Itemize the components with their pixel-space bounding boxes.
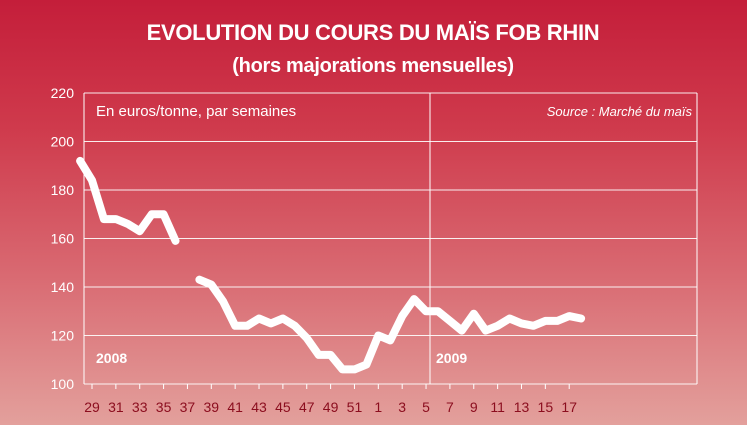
y-tick-label-220: 220 [51,85,75,101]
data-point-w9-s2 [472,312,476,316]
data-point-w1-s2 [376,334,380,337]
data-point-w31-s1 [114,217,118,221]
data-point-w41-s2 [233,324,237,328]
data-point-w16-s2 [555,319,559,323]
data-point-w51-s2 [353,367,356,371]
price-line-segment-2 [195,275,586,374]
data-point-w15-s2 [543,319,547,323]
data-point-w34-s1 [150,212,154,216]
x-axis: 29 31 33 35 37 39 41 43 45 47 49 51 1 3 5 7 9 11 13 15 17 [84,384,577,415]
y-axis: 100 120 140 160 180 200 220 [51,85,75,392]
y-tick-label-140: 140 [51,279,75,295]
x-tick-label-31: 31 [108,399,124,415]
x-tick-label-7: 7 [446,399,454,415]
y-tick-label-120: 120 [51,328,75,344]
data-point-w4-s2 [412,297,416,301]
data-point-w3-s2 [400,314,404,318]
source-label: Source : Marché du maïs [547,104,693,119]
y-tick-label-160: 160 [51,231,75,247]
data-point-w52-s2 [364,363,368,367]
x-tick-label-41: 41 [227,399,243,415]
unit-label: En euros/tonne, par semaines [96,103,296,120]
data-point-w5-s2 [424,309,428,313]
chart-title: EVOLUTION DU COURS DU MAÏS FOB RHIN [147,20,600,45]
x-tick-label-11: 11 [490,399,505,415]
data-point-w8-s2 [460,329,464,333]
price-line-segment-1 [76,156,180,245]
data-point-w6-s2 [436,309,440,313]
x-tick-label-43: 43 [251,399,267,415]
data-point-w28-s1 [78,159,82,163]
data-point-w45-s2 [281,317,285,320]
x-tick-label-47: 47 [299,399,315,415]
data-point-w35-s1 [162,212,166,216]
data-point-w50-s2 [341,367,344,371]
y-tick-label-100: 100 [51,376,75,392]
data-point-w42-s2 [245,324,249,328]
data-point-w39-s2 [209,283,213,287]
data-point-w30-s1 [102,217,106,221]
y-tick-label-200: 200 [51,134,75,150]
x-tick-label-29: 29 [84,399,100,415]
x-tick-label-15: 15 [538,399,554,415]
x-tick-label-1: 1 [374,399,382,415]
data-point-w10-s2 [484,329,488,333]
data-point-w38-s2 [197,278,201,282]
x-tick-label-17: 17 [561,399,577,415]
data-point-w17-s2 [567,314,571,318]
x-tick-label-9: 9 [470,399,478,415]
x-tick-label-51: 51 [347,399,363,415]
grid [83,92,698,385]
x-tick-label-37: 37 [180,399,196,415]
data-point-w49-s2 [329,353,333,357]
year-label-2008: 2008 [96,350,127,366]
data-point-w36-s1 [174,239,177,243]
x-tick-label-13: 13 [514,399,530,415]
data-point-w7-s2 [448,319,452,323]
data-point-w29-s1 [90,178,94,182]
data-point-w12-s2 [508,317,512,320]
data-point-w43-s2 [257,317,261,320]
x-tick-label-45: 45 [275,399,291,415]
data-point-w47-s2 [305,336,309,340]
year-label-2009: 2009 [436,350,467,366]
data-point-w14-s2 [531,324,535,328]
y-tick-label-180: 180 [51,182,75,198]
data-point-w2-s2 [388,338,392,342]
data-point-w48-s2 [317,353,321,357]
data-point-w46-s2 [293,324,297,328]
data-point-w44-s2 [269,321,273,325]
x-tick-label-5: 5 [422,399,430,415]
x-tick-label-3: 3 [398,399,406,415]
x-tick-label-33: 33 [132,399,148,415]
data-point-w11-s2 [496,324,500,328]
x-tick-label-35: 35 [156,399,172,415]
data-point-w33-s1 [138,229,142,233]
chart-subtitle: (hors majorations mensuelles) [232,55,513,77]
data-point-w18-s2 [579,317,583,320]
data-point-w13-s2 [520,321,523,325]
data-point-w32-s1 [126,222,130,226]
data-point-w40-s2 [221,300,225,304]
series-layer [76,156,586,374]
x-tick-label-39: 39 [204,399,220,415]
x-tick-label-49: 49 [323,399,339,415]
